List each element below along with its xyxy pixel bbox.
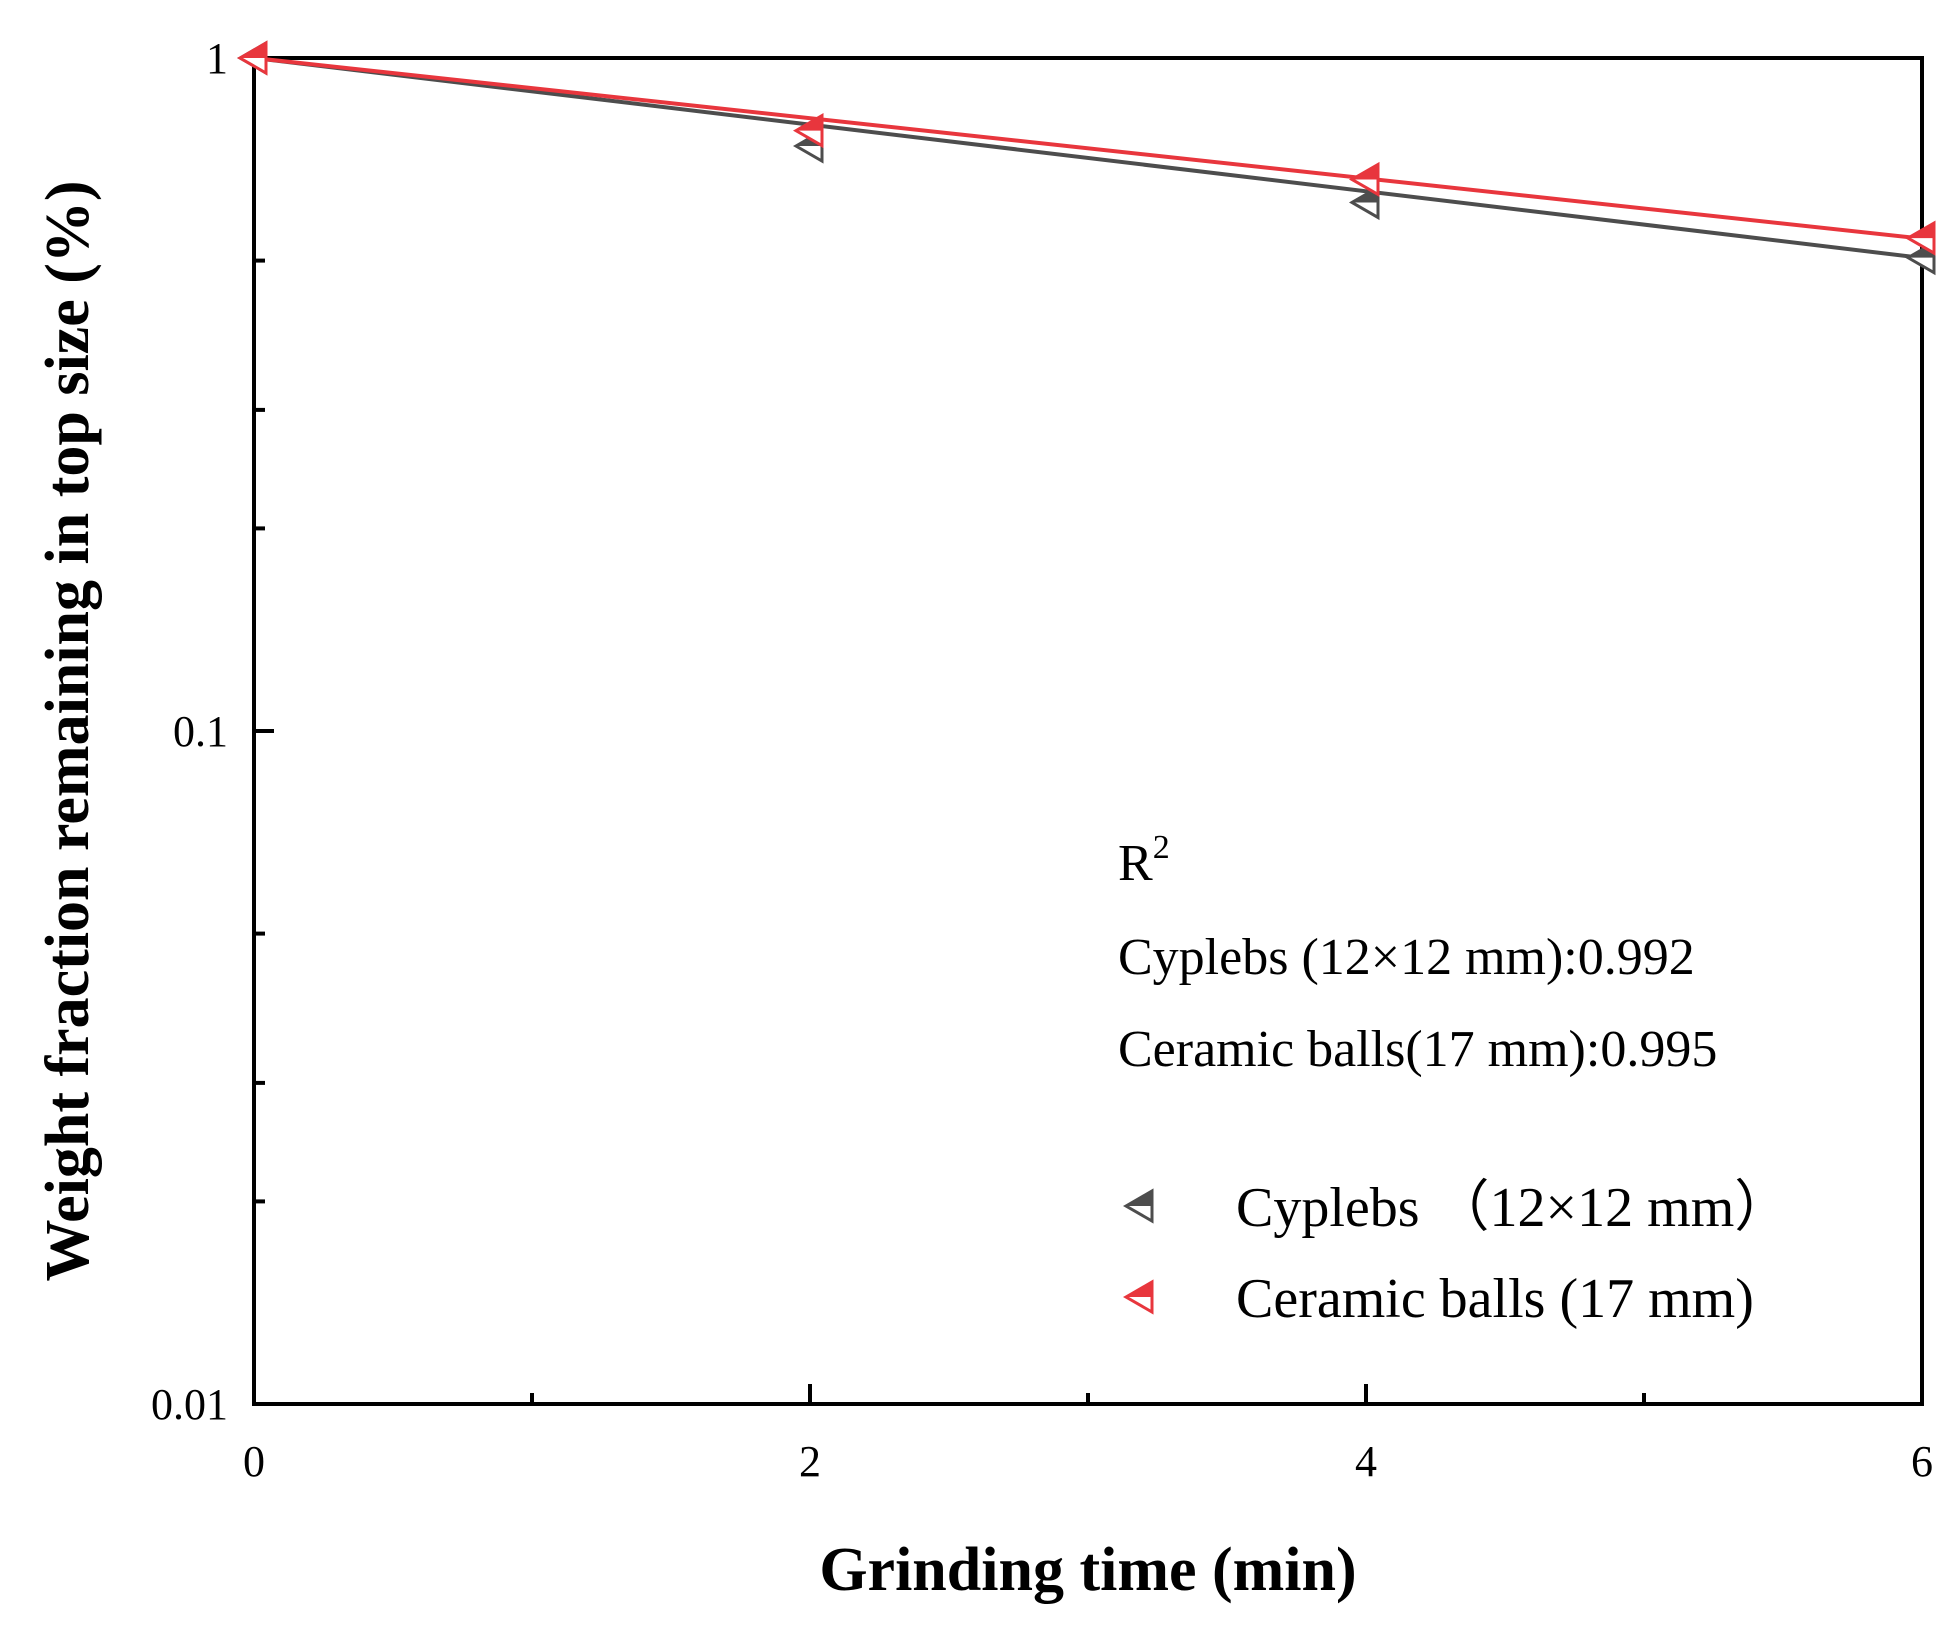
legend-marker-ceramic-fill — [1126, 1282, 1152, 1297]
y-axis-title: Weight fraction remaining in top size (%… — [34, 181, 102, 1282]
r2-line-ceramic: Ceramic balls(17 mm):0.995 — [1118, 1021, 1717, 1078]
x-tick-label: 6 — [1911, 1437, 1933, 1486]
data-point-fill-ceramic — [1352, 164, 1378, 180]
y-tick-label: 0.01 — [151, 1380, 228, 1429]
y-tick-labels: 1 0.1 0.01 — [151, 34, 228, 1429]
fit-line-cyplebs — [253, 56, 1923, 260]
r2-line-cyplebs: Cyplebs (12×12 mm):0.992 — [1118, 929, 1695, 986]
x-tick-labels: 0 2 4 6 — [243, 1437, 1933, 1486]
x-tick-label: 4 — [1355, 1437, 1377, 1486]
data-point-fill-ceramic — [1908, 223, 1934, 239]
legend-label-cyplebs: Cyplebs （12×12 mm） — [1236, 1177, 1790, 1239]
x-axis-title: Grinding time (min) — [819, 1536, 1356, 1604]
data-point-fill-ceramic — [240, 43, 266, 58]
r2-annotation: R2 Cyplebs (12×12 mm):0.992 Ceramic ball… — [1118, 829, 1717, 1078]
x-tick-label: 2 — [799, 1437, 821, 1486]
r2-superscript: 2 — [1153, 829, 1170, 866]
legend-marker-cyplebs-fill — [1126, 1191, 1152, 1206]
series-layer — [236, 40, 1936, 276]
fit-line-ceramic — [253, 56, 1923, 241]
r2-label-text: R — [1118, 835, 1153, 892]
r2-label: R2 — [1118, 829, 1170, 892]
legend-label-ceramic: Ceramic balls (17 mm) — [1236, 1268, 1754, 1330]
legend: Cyplebs （12×12 mm） Ceramic balls (17 mm) — [1122, 1177, 1790, 1330]
x-tick-label: 0 — [243, 1437, 265, 1486]
y-tick-label: 1 — [206, 34, 228, 83]
data-point-fill-ceramic — [796, 115, 822, 131]
y-tick-label: 0.1 — [173, 707, 228, 756]
